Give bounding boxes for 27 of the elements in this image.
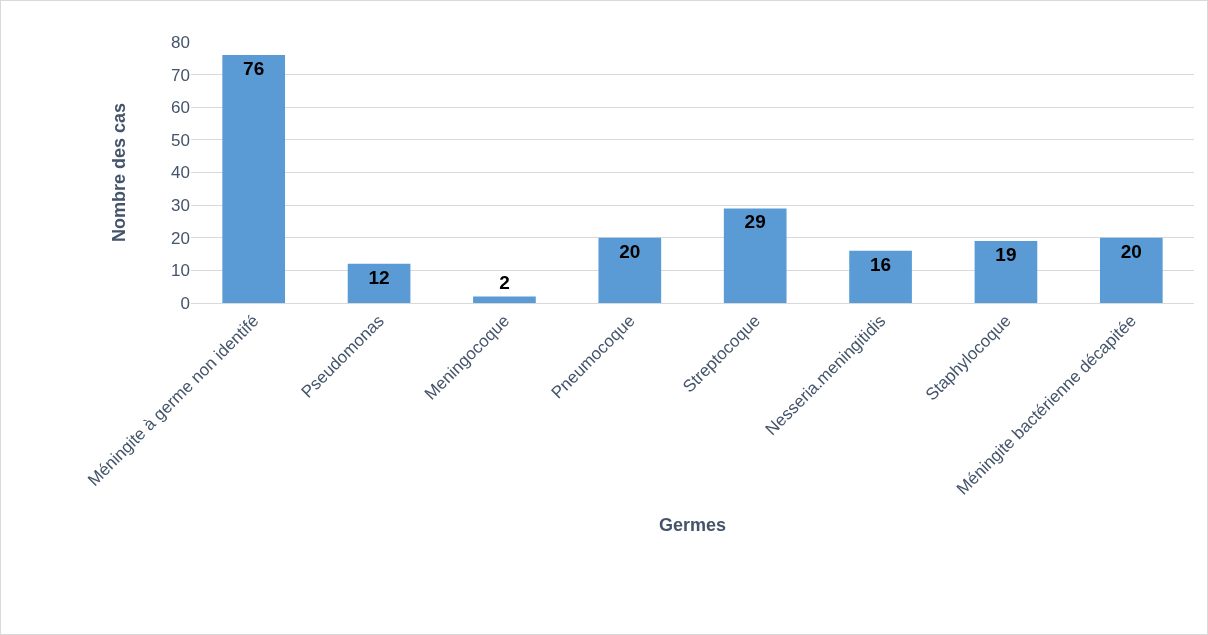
bar — [222, 55, 286, 303]
y-tick-label: 50 — [171, 130, 190, 150]
data-label: 12 — [368, 266, 390, 288]
y-tick-label: 10 — [171, 261, 190, 281]
y-tick-label: 0 — [180, 293, 190, 313]
bar — [473, 296, 536, 303]
y-axis-title: Nombre des cas — [109, 102, 130, 243]
y-tick-label: 60 — [171, 98, 190, 118]
bar — [723, 208, 787, 303]
y-tick-label: 40 — [171, 163, 190, 183]
data-label: 2 — [499, 272, 510, 294]
data-label: 29 — [744, 211, 766, 233]
bar — [849, 250, 912, 303]
y-tick-label: 20 — [171, 228, 190, 248]
data-label: 20 — [619, 240, 641, 262]
data-label: 76 — [243, 58, 265, 80]
bar — [598, 237, 662, 303]
y-tick-label: 30 — [171, 196, 190, 216]
bar — [1099, 237, 1163, 303]
bar — [974, 241, 1038, 303]
data-label: 19 — [995, 244, 1017, 266]
data-label: 20 — [1120, 240, 1142, 262]
y-tick-label: 70 — [171, 65, 190, 85]
data-label: 16 — [869, 253, 892, 275]
bar — [347, 263, 411, 303]
x-axis-title: Germes — [658, 514, 727, 535]
y-tick-label: 80 — [171, 32, 190, 52]
